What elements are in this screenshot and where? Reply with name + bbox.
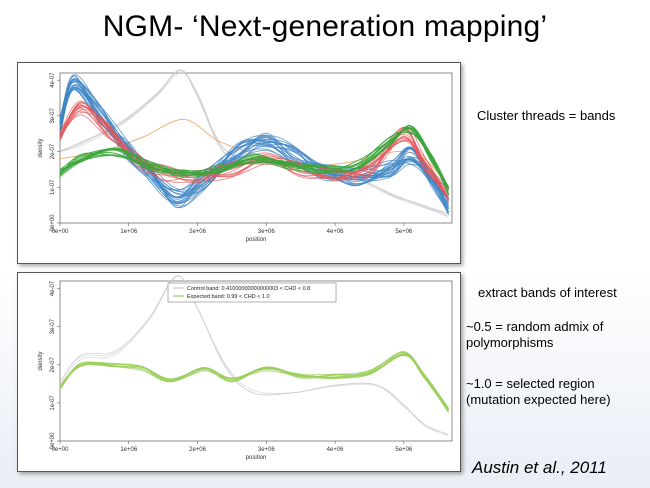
legend-entry: Expected band: 0.99 < CHD < 1.0 bbox=[187, 294, 270, 300]
series-line-green bbox=[59, 127, 450, 189]
legend-box bbox=[167, 282, 337, 303]
density-plot-extracted-bands: 0e+00 1e+06 2e+06 3e+06 4e+06 5e+06 0e+00 1e-07… bbox=[17, 272, 461, 472]
x-tick-label: 5e+06 bbox=[395, 447, 413, 453]
series-line-expected bbox=[59, 354, 449, 412]
x-tick-label: 4e+06 bbox=[327, 229, 345, 235]
chart-axes: 0e+00 1e+06 2e+06 3e+06 4e+06 5e+06 0e+00 1e-07… bbox=[38, 72, 453, 243]
series-line-green bbox=[59, 125, 450, 195]
series-line-expected bbox=[59, 352, 449, 411]
y-tick-label: 4e-07 bbox=[50, 72, 56, 88]
y-tick-label: 1e-07 bbox=[50, 179, 56, 195]
citation: Austin et al., 2011 bbox=[472, 458, 607, 477]
x-tick-label: 0e+00 bbox=[52, 229, 70, 235]
plot-frame bbox=[59, 72, 453, 224]
y-axis-label: density bbox=[38, 351, 44, 370]
series-line-red bbox=[59, 114, 449, 199]
density-chart-1: 0e+00 1e+06 2e+06 3e+06 4e+06 5e+06 0e+00 1e-07… bbox=[38, 68, 453, 243]
x-tick-label: 3e+06 bbox=[258, 447, 276, 453]
chart-axes: 0e+00 1e+06 2e+06 3e+06 4e+06 5e+06 0e+00 1e-07… bbox=[38, 280, 453, 461]
legend-entry: Control band: 0.41000000000000003 < CHD … bbox=[187, 286, 310, 292]
slide-title: NGM- ‘Next-generation mapping’ bbox=[102, 10, 548, 43]
x-tick-label: 5e+06 bbox=[395, 229, 413, 235]
y-axis-label: density bbox=[38, 138, 44, 157]
y-tick-label: 0e+00 bbox=[50, 432, 56, 450]
x-axis-label: position bbox=[246, 455, 267, 461]
density-chart-2: 0e+00 1e+06 2e+06 3e+06 4e+06 5e+06 0e+00 1e-07… bbox=[38, 275, 453, 461]
y-tick-label: 2e-07 bbox=[50, 356, 56, 372]
x-axis-label: position bbox=[246, 237, 267, 243]
note-cluster-threads: Cluster threads = bands bbox=[477, 108, 616, 123]
x-tick-label: 3e+06 bbox=[258, 229, 276, 235]
x-tick-label: 1e+06 bbox=[120, 229, 138, 235]
series-line-expected bbox=[59, 354, 449, 410]
series-line-grey bbox=[59, 72, 449, 214]
y-tick-label: 2e-07 bbox=[50, 143, 56, 159]
x-tick-label: 4e+06 bbox=[327, 447, 345, 453]
x-tick-label: 1e+06 bbox=[120, 447, 138, 453]
series-line-blue bbox=[59, 85, 449, 200]
y-tick-label: 0e+00 bbox=[50, 214, 56, 232]
series-line-expected bbox=[59, 353, 449, 414]
density-plot-all-bands: 0e+00 1e+06 2e+06 3e+06 4e+06 5e+06 0e+00 1e-07… bbox=[17, 62, 461, 264]
y-tick-label: 3e-07 bbox=[50, 318, 56, 334]
series-line-green bbox=[59, 130, 450, 188]
series-lines bbox=[59, 275, 449, 437]
y-tick-label: 3e-07 bbox=[50, 108, 56, 124]
plot-frame bbox=[59, 280, 453, 442]
y-tick-label: 4e-07 bbox=[50, 280, 56, 296]
series-line-red bbox=[59, 102, 449, 193]
series-lines bbox=[59, 68, 450, 218]
chart-legend: Control band: 0.41000000000000003 < CHD … bbox=[167, 282, 337, 303]
note-extract-bands: extract bands of interest bbox=[478, 285, 617, 300]
y-tick-label: 1e-07 bbox=[50, 395, 56, 411]
series-line-red bbox=[59, 111, 449, 195]
series-line-control bbox=[59, 275, 449, 437]
series-line-grey bbox=[59, 69, 449, 218]
x-tick-label: 0e+00 bbox=[52, 447, 70, 453]
note-random-admix: ~0.5 = random admix of polymorphisms bbox=[466, 319, 604, 350]
series-line-control bbox=[59, 276, 449, 436]
x-tick-label: 2e+06 bbox=[189, 229, 207, 235]
series-line-blue bbox=[59, 88, 449, 203]
note-selected-region: ~1.0 = selected region (mutation expecte… bbox=[466, 376, 611, 407]
x-tick-label: 2e+06 bbox=[189, 447, 207, 453]
